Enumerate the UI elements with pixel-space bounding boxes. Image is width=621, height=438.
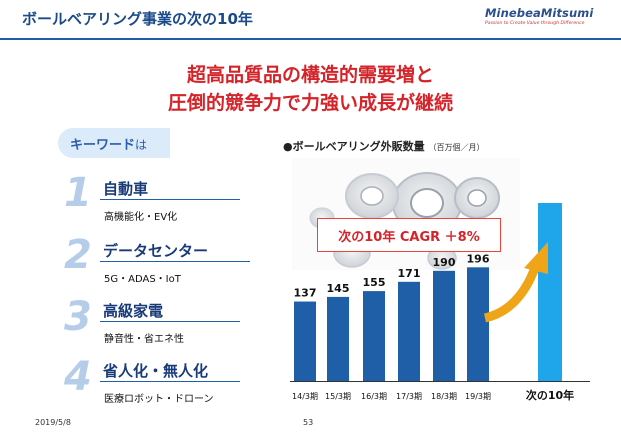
value-label: 145 (327, 282, 350, 295)
growth-arrow-head (524, 242, 548, 274)
x-tick-label: 17/3期 (396, 392, 422, 401)
value-label: 137 (294, 287, 317, 300)
header-divider (0, 38, 621, 40)
bar-19/3期 (467, 267, 489, 381)
chart-title: ●ボールベアリング外販数量 （百万個／月） (283, 138, 484, 154)
keyword-label: キーワードは (70, 134, 147, 153)
cagr-callout-box (317, 218, 501, 252)
keyword-underline-1 (100, 199, 240, 200)
logo-tagline: Passion to Create Value through Differen… (485, 21, 585, 26)
company-logo: MinebeaMitsumi Passion to Create Value t… (485, 6, 613, 34)
slide-header (0, 0, 621, 38)
headline-line-1: 超高品質品の構造的需要増と (186, 64, 434, 86)
keyword-title-3: 高級家電 (103, 302, 164, 320)
logo-wordmark: MinebeaMitsumi (485, 6, 594, 20)
cagr-callout-text: 次の10年 CAGR ＋8% (338, 230, 480, 245)
bar-14/3期 (294, 301, 316, 381)
keyword-number-2: 2 (64, 232, 92, 278)
bar-15/3期 (327, 296, 349, 381)
chart-title-text: ●ボールベアリング外販数量 (283, 140, 425, 153)
keyword-underline-3 (100, 321, 240, 322)
keyword-label-suffix: は (135, 138, 148, 152)
x-tick-label: 15/3期 (325, 392, 351, 401)
page-number: 53 (303, 418, 314, 427)
keyword-number-4: 4 (64, 354, 92, 400)
x-tick-label: 18/3期 (431, 392, 457, 401)
keyword-underline-2 (100, 261, 250, 262)
bar-17/3期 (398, 281, 420, 381)
value-label: 190 (433, 256, 456, 269)
growth-arrow-shaft (483, 263, 541, 323)
x-tick-label: 16/3期 (361, 392, 387, 401)
bar-18/3期 (433, 270, 455, 381)
keyword-sub-1: 高機能化・EV化 (104, 212, 178, 223)
keyword-title-1: 自動車 (103, 180, 149, 198)
keyword-sub-2: 5G・ADAS・IoT (104, 274, 181, 285)
x-tick-label: 次の10年 (526, 388, 574, 402)
keyword-underline-4 (100, 381, 240, 382)
value-label: 155 (363, 276, 386, 289)
keyword-sub-3: 静音性・省エネ性 (104, 334, 184, 345)
bar-future (538, 203, 562, 381)
keyword-label-text: キーワード (70, 138, 136, 153)
footer-date: 2019/5/8 (35, 418, 71, 427)
chart-unit: （百万個／月） (428, 143, 485, 152)
x-tick-label: 14/3期 (292, 392, 318, 401)
value-label: 171 (398, 267, 421, 280)
keyword-number-1: 1 (64, 170, 92, 216)
headline-line-2: 圧倒的競争力で力強い成長が継続 (167, 92, 453, 114)
slide-title: ボールベアリング事業の次の10年 (22, 10, 253, 28)
keyword-badge (58, 128, 170, 158)
bar-16/3期 (363, 291, 385, 381)
keyword-title-4: 省人化・無人化 (103, 362, 209, 380)
x-tick-label: 19/3期 (465, 392, 491, 401)
chart-x-axis (290, 381, 590, 382)
keyword-sub-4: 医療ロボット・ドローン (104, 394, 214, 405)
bar-chart: 137 14/3期 145 15/3期 155 16/3期 171 17/3期 190 18/3期… (292, 203, 574, 402)
value-label: 196 (467, 252, 490, 265)
keyword-number-3: 3 (64, 294, 92, 340)
keyword-title-2: データセンター (103, 242, 209, 260)
